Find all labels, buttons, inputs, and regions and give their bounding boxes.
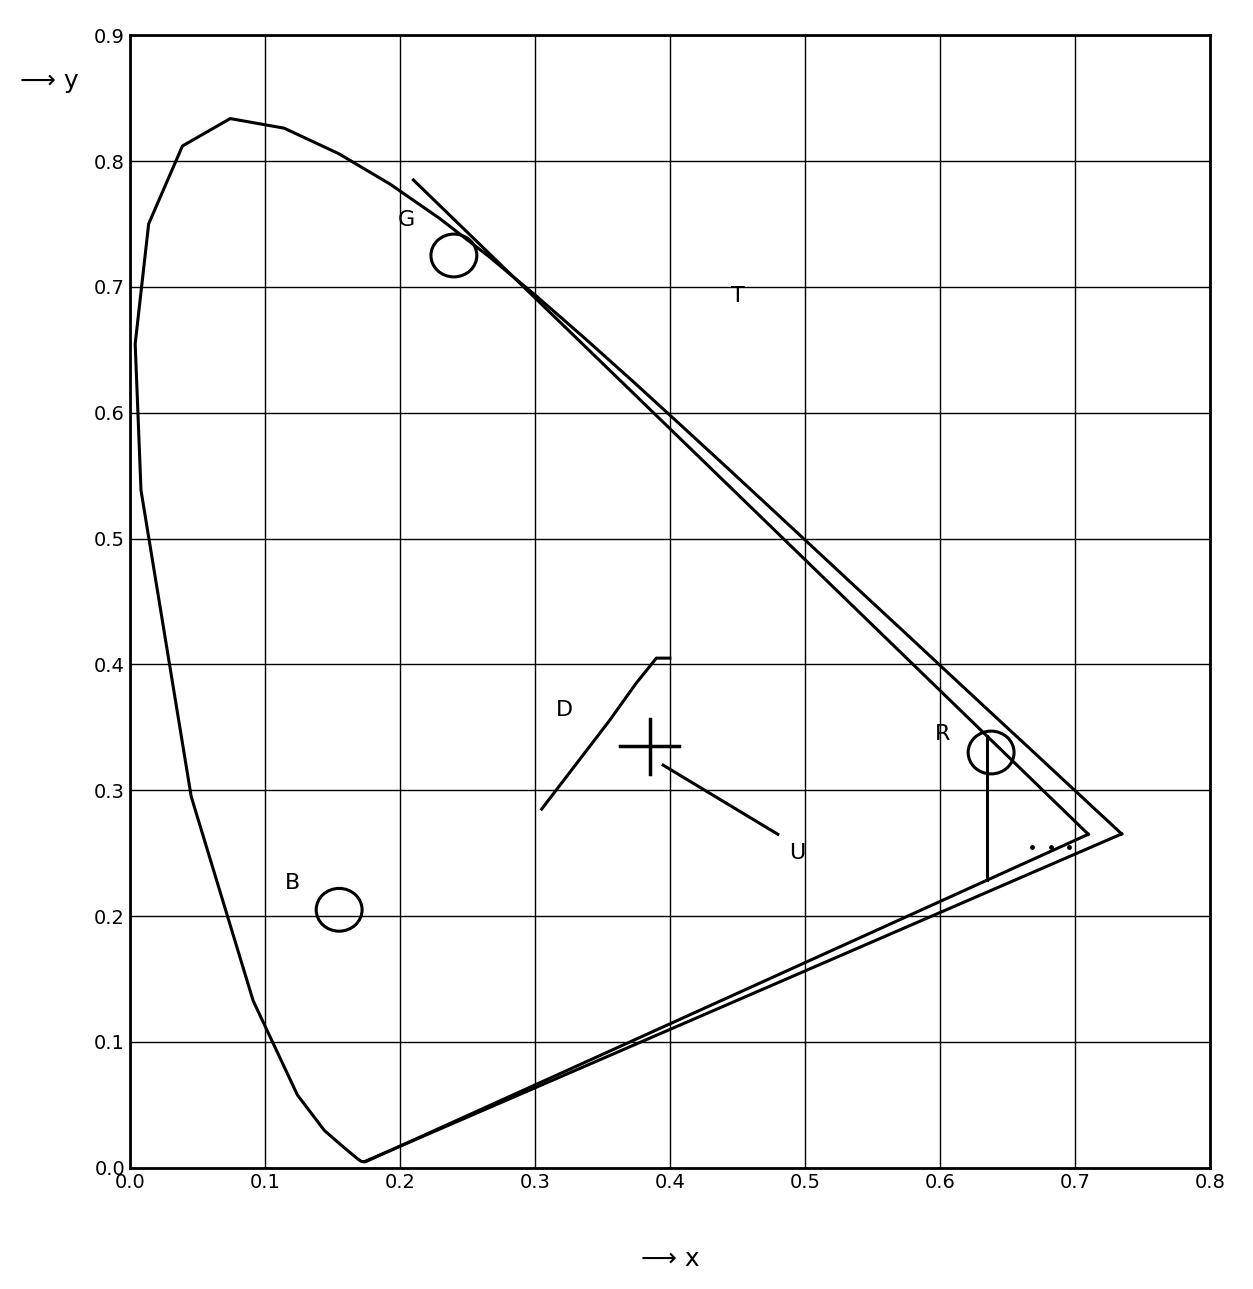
Text: R: R bbox=[935, 723, 951, 744]
Text: ⟶ y: ⟶ y bbox=[20, 70, 78, 93]
Text: U: U bbox=[788, 843, 804, 864]
Text: D: D bbox=[555, 700, 573, 719]
Text: T: T bbox=[730, 286, 744, 305]
Text: ⟶ x: ⟶ x bbox=[640, 1246, 699, 1271]
Text: G: G bbox=[398, 210, 415, 231]
Text: B: B bbox=[284, 874, 299, 893]
